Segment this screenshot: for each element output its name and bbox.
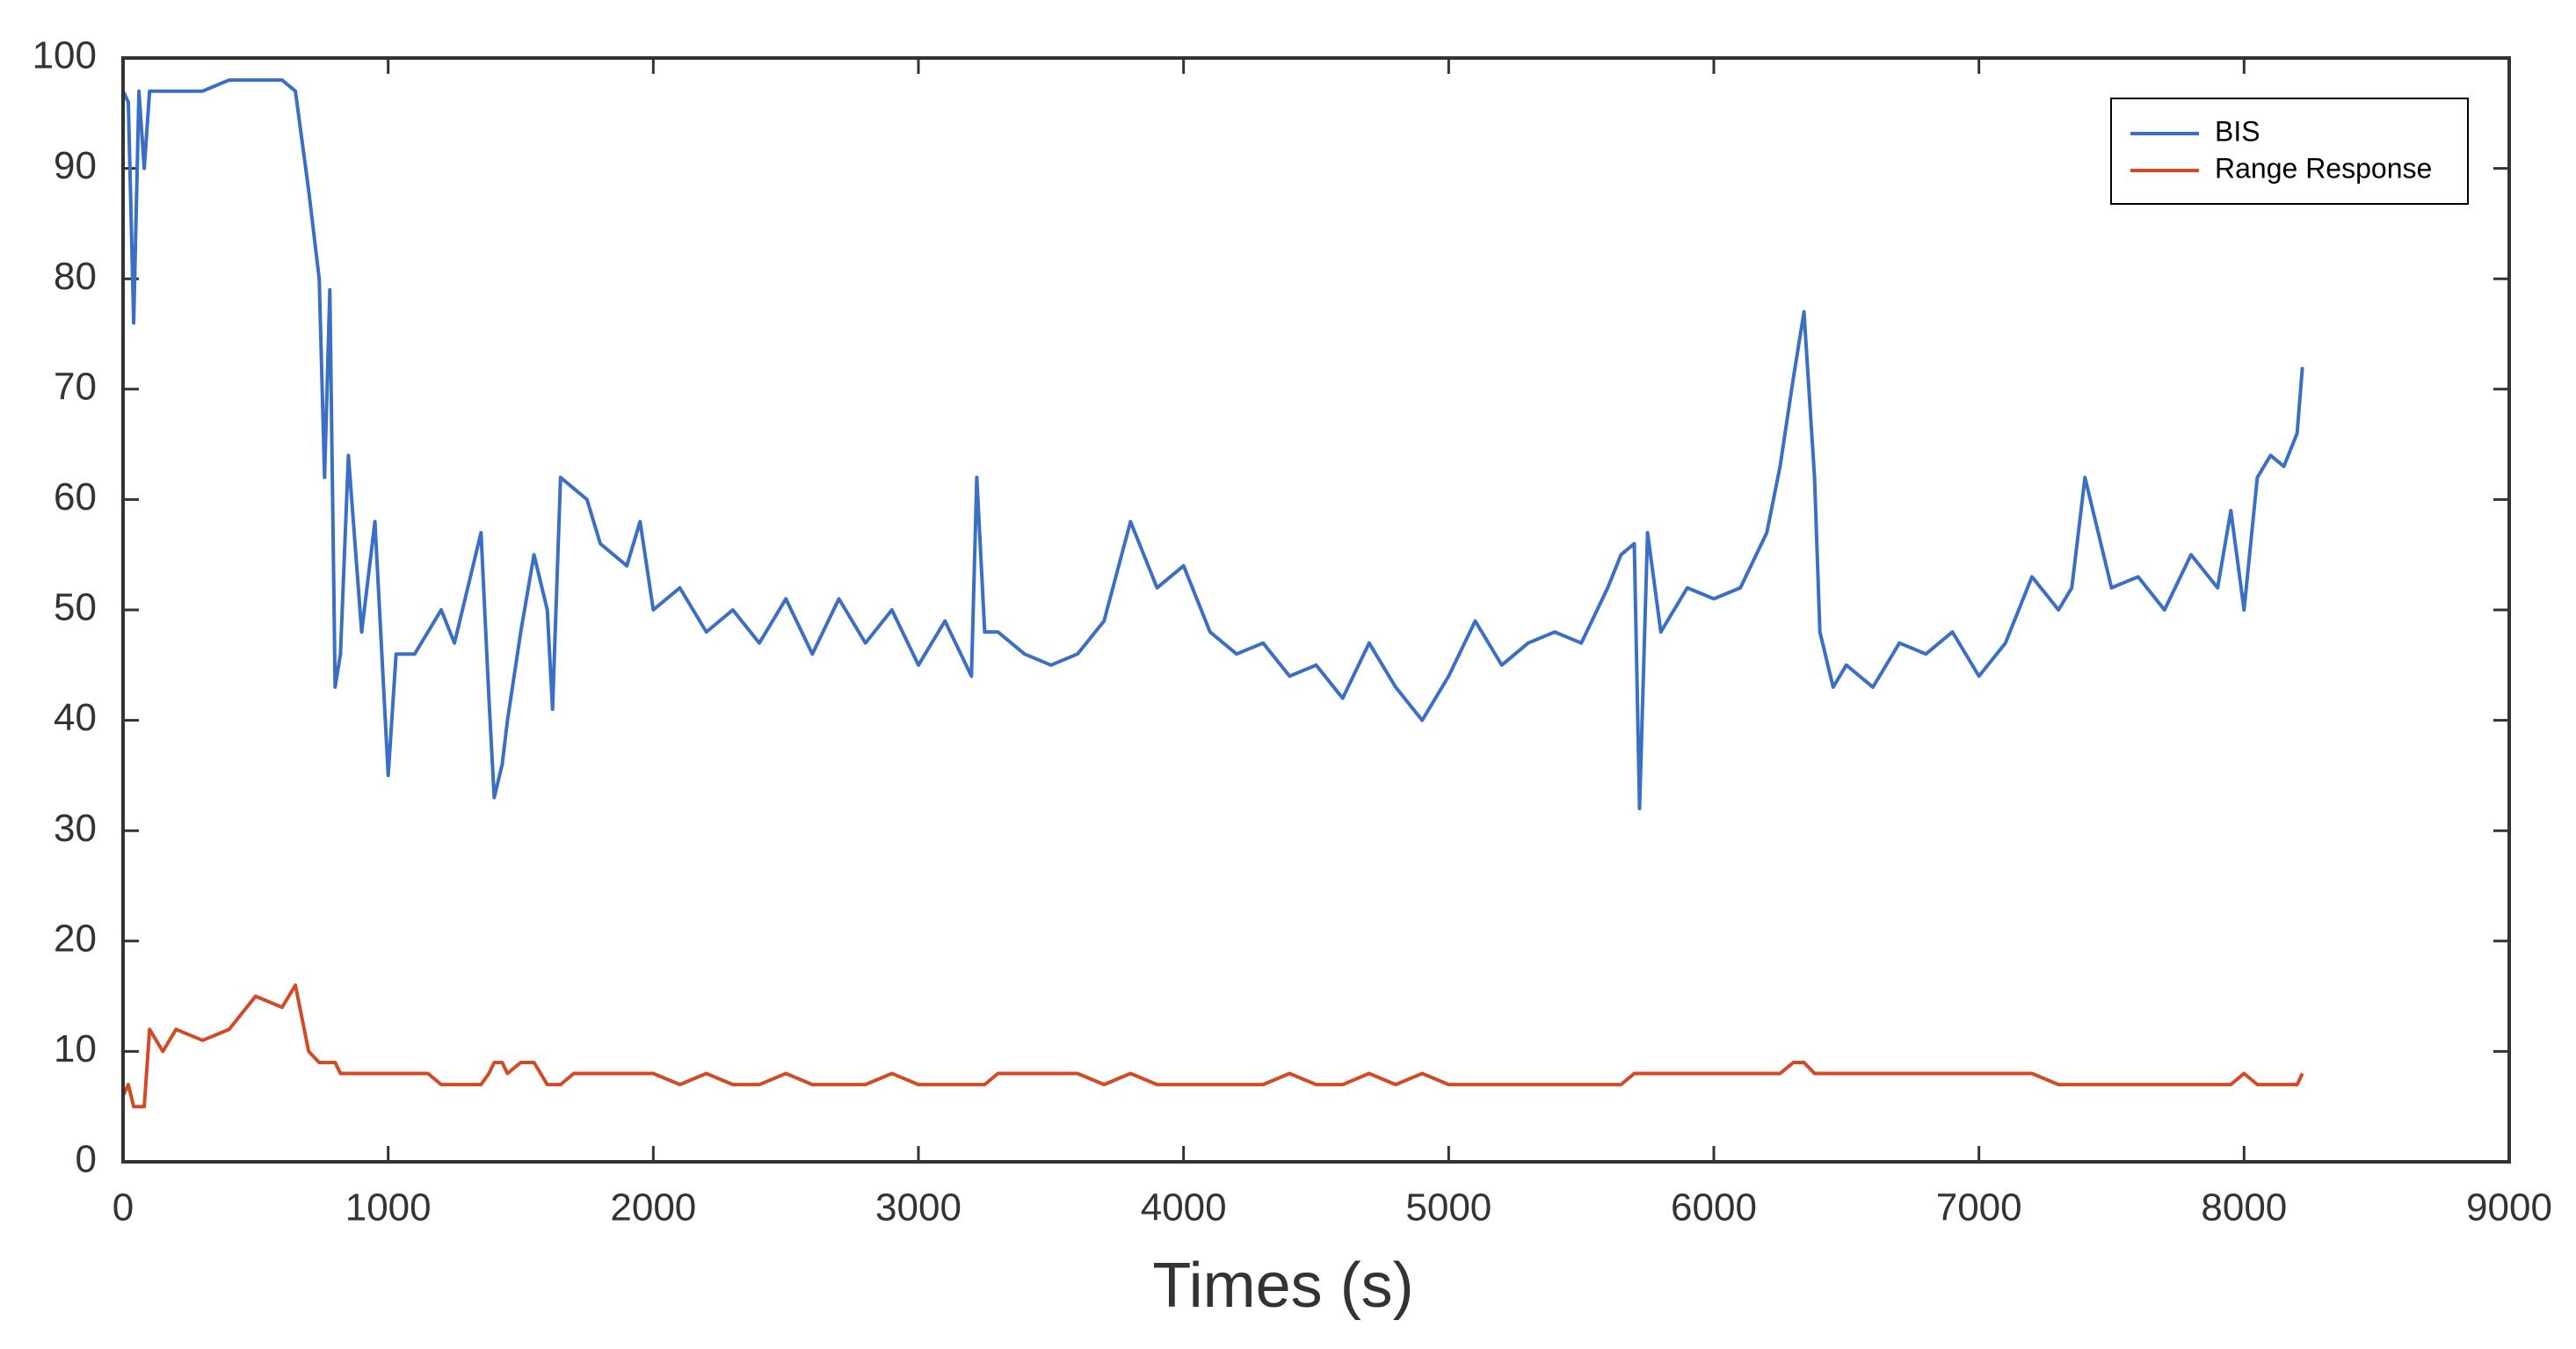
- y-tick-label: 30: [54, 807, 97, 850]
- legend-label: Range Response: [2215, 152, 2432, 184]
- y-tick-label: 60: [54, 475, 97, 519]
- legend: BIS Range Response: [2110, 98, 2469, 205]
- y-tick-label: 50: [54, 586, 97, 629]
- axes-frame: [121, 56, 2511, 1164]
- y-tick-label: 10: [54, 1027, 97, 1070]
- y-tick-label: 40: [54, 696, 97, 739]
- x-tick-label: 4000: [1141, 1186, 1227, 1229]
- y-tick-label: 90: [54, 144, 97, 187]
- legend-label: BIS: [2215, 115, 2260, 147]
- x-tick-label: 2000: [610, 1186, 696, 1229]
- y-tick-label: 70: [54, 365, 97, 408]
- plot-area: [123, 58, 2509, 1162]
- y-tick-label: 0: [76, 1138, 97, 1181]
- x-tick-label: 1000: [345, 1186, 432, 1229]
- x-tick-label: 8000: [2201, 1186, 2287, 1229]
- data-line: [121, 78, 2304, 811]
- x-tick-label: 0: [112, 1186, 134, 1229]
- x-tick-label: 7000: [1936, 1186, 2022, 1229]
- y-tick-label: 80: [54, 255, 97, 298]
- y-tick-label: 20: [54, 917, 97, 960]
- x-tick-label: 6000: [1671, 1186, 1757, 1229]
- x-tick-label: 9000: [2466, 1186, 2552, 1229]
- x-tick-label: 5000: [1405, 1186, 1491, 1229]
- data-line: [121, 983, 2304, 1109]
- x-tick-label: 3000: [875, 1186, 961, 1229]
- legend-box: [2110, 98, 2469, 205]
- y-tick-label: 100: [33, 34, 97, 77]
- x-axis-title: Times (s): [1152, 1251, 1413, 1321]
